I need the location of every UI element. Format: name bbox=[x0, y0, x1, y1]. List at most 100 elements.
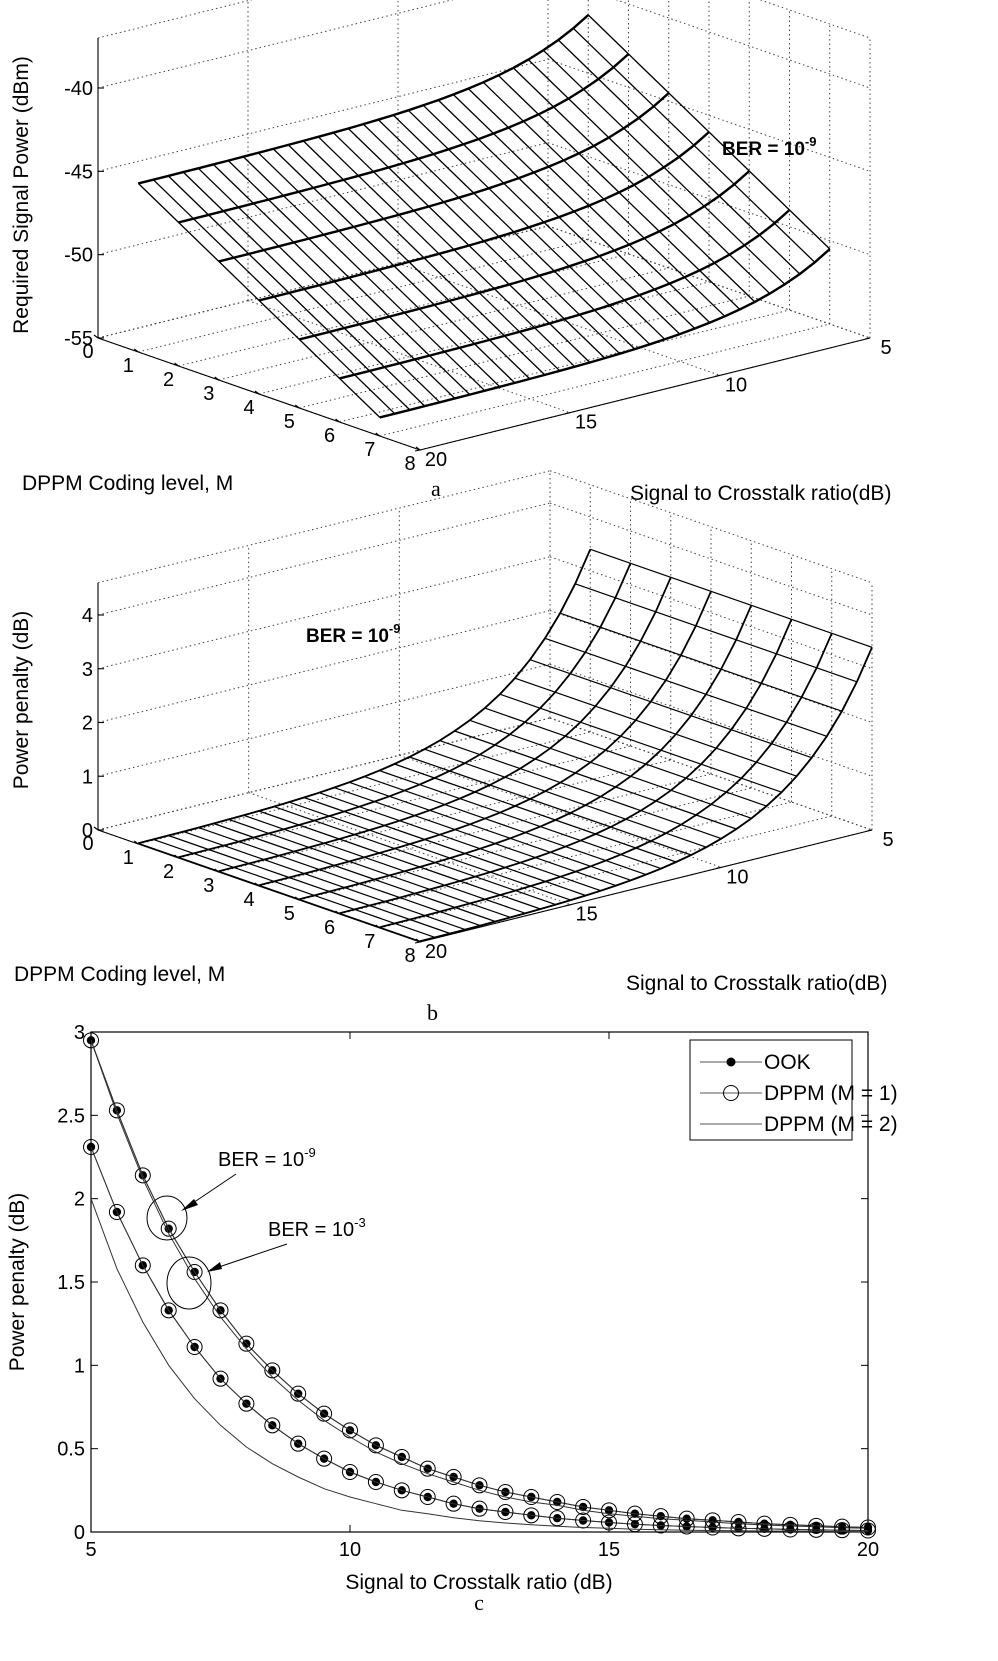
x-tick bbox=[174, 362, 179, 367]
grid-line bbox=[549, 610, 873, 723]
legend-ook-marker bbox=[726, 1057, 736, 1067]
grid-edge bbox=[759, 0, 871, 39]
point-dppm-m1 bbox=[782, 1521, 799, 1538]
point-dppm-m1 bbox=[471, 1500, 488, 1517]
point-dppm-m1 bbox=[393, 1449, 410, 1465]
y-tick bbox=[414, 449, 421, 452]
surface-line-sxr bbox=[258, 810, 541, 910]
y-tick-label: 2 bbox=[74, 1189, 85, 1211]
y-tick-label: 10 bbox=[726, 866, 748, 888]
panel-c-xlabel: Signal to Crosstalk ratio (dB) bbox=[345, 1571, 612, 1594]
x-tick-label: 10 bbox=[339, 1539, 361, 1561]
x-tick-label: 2 bbox=[163, 369, 174, 391]
y-tick-label: 3 bbox=[74, 1022, 85, 1044]
grid-line bbox=[258, 773, 712, 887]
annotation-ber-3-arrow bbox=[209, 1243, 288, 1271]
grid-line bbox=[178, 253, 629, 367]
x-tick bbox=[93, 826, 99, 831]
point-dppm-m1 bbox=[264, 1362, 281, 1379]
point-dppm-m1 bbox=[808, 1521, 825, 1538]
grid-line bbox=[97, 717, 551, 831]
grid-edge bbox=[549, 470, 873, 584]
grid-line bbox=[97, 225, 549, 339]
grid-line bbox=[549, 556, 873, 670]
x-tick bbox=[133, 348, 139, 353]
series-line bbox=[90, 1198, 869, 1533]
point-dppm-m1 bbox=[264, 1417, 281, 1434]
x-tick bbox=[214, 868, 220, 873]
y-tick-label: 20 bbox=[425, 941, 447, 963]
surface-line-sxr bbox=[347, 128, 591, 363]
series-line bbox=[90, 1146, 869, 1531]
grid-line bbox=[549, 717, 873, 831]
y-tick-label: 0.5 bbox=[57, 1439, 85, 1461]
point-dppm-m1 bbox=[678, 1518, 695, 1535]
x-tick-label: 15 bbox=[598, 1539, 620, 1561]
panel-a-xlabel: DPPM Coding level, M bbox=[22, 472, 233, 495]
surface-line-sxr bbox=[333, 787, 617, 887]
surface-line-sxr bbox=[437, 99, 681, 335]
y-tick-label: 1 bbox=[74, 1355, 85, 1377]
grid-line bbox=[339, 801, 792, 915]
grid-line bbox=[97, 556, 551, 670]
surface-edge bbox=[138, 14, 589, 185]
surface-line-m bbox=[218, 92, 670, 263]
surface-line-m bbox=[258, 131, 710, 302]
y-tick-label: 15 bbox=[575, 412, 597, 434]
series-line bbox=[90, 1040, 869, 1529]
grid-line bbox=[299, 787, 752, 901]
x-tick-label: 6 bbox=[324, 425, 335, 447]
y-axis-line bbox=[419, 829, 873, 943]
annotation-ber-3-arrowhead bbox=[207, 1262, 222, 1272]
grid-line bbox=[138, 239, 589, 353]
surface-line-sxr bbox=[467, 88, 711, 324]
point-dppm-m1 bbox=[160, 1302, 177, 1319]
grid-line bbox=[97, 58, 549, 172]
surface-line-m bbox=[138, 548, 592, 845]
surface-line-sxr bbox=[407, 109, 651, 345]
x-tick bbox=[133, 840, 139, 845]
y-tick-label: 15 bbox=[576, 904, 598, 926]
point-dppm-m1 bbox=[860, 1519, 876, 1536]
point-dppm-m1 bbox=[342, 1422, 358, 1439]
grid-line bbox=[379, 323, 830, 437]
grid-line bbox=[547, 225, 871, 339]
x-tick bbox=[294, 404, 300, 409]
x-tick-label: 1 bbox=[123, 847, 134, 869]
surface-line-sxr bbox=[182, 171, 426, 407]
grid-line bbox=[97, 717, 551, 831]
point-dppm-m1 bbox=[134, 1167, 151, 1184]
y-tick bbox=[565, 904, 571, 907]
surface-line-sxr bbox=[557, 39, 801, 275]
point-dppm-m1 bbox=[290, 1435, 307, 1452]
z-tick-label: -40 bbox=[64, 78, 93, 100]
y-axis-line bbox=[419, 337, 871, 451]
surface-line-sxr bbox=[349, 781, 632, 881]
point-dppm-m1 bbox=[419, 1460, 436, 1477]
annotation-ber-9-arrowhead bbox=[181, 1199, 198, 1211]
x-tick bbox=[294, 896, 300, 901]
grid-line bbox=[247, 300, 571, 414]
point-dppm-m1 bbox=[212, 1370, 229, 1387]
point-dppm-m1 bbox=[108, 1204, 125, 1220]
surface-line-sxr bbox=[379, 770, 662, 870]
z-tick-label: -45 bbox=[64, 161, 93, 183]
panel-a-annotation: BER = 10-9 bbox=[722, 134, 816, 160]
panel-b-ylabel: Signal to Crosstalk ratio(dB) bbox=[626, 972, 887, 995]
surface-line-sxr bbox=[152, 179, 396, 415]
surface-line-sxr bbox=[424, 748, 707, 848]
annotation-ber-9: BER = 10-9 bbox=[146, 1145, 316, 1241]
surface-line-sxr bbox=[469, 719, 752, 819]
y-tick-label: 2.5 bbox=[57, 1105, 85, 1127]
point-dppm-m1 bbox=[549, 1494, 566, 1510]
grid-line bbox=[218, 267, 669, 381]
surface-line-sxr bbox=[422, 104, 666, 340]
surface-line-sxr bbox=[168, 834, 451, 935]
point-dppm-m1 bbox=[134, 1257, 151, 1274]
surface-line-sxr bbox=[362, 123, 606, 359]
surface-line-sxr bbox=[587, 14, 831, 250]
panel-c: 5 10 15 20 0 0.5 1 1.5 2 2.5 3 OOK DPPM (M = 1) DP… bbox=[6, 1022, 898, 1615]
surface-line-sxr bbox=[544, 637, 827, 737]
panel-a-zlabel: Required Signal Power (dBm) bbox=[10, 56, 33, 334]
